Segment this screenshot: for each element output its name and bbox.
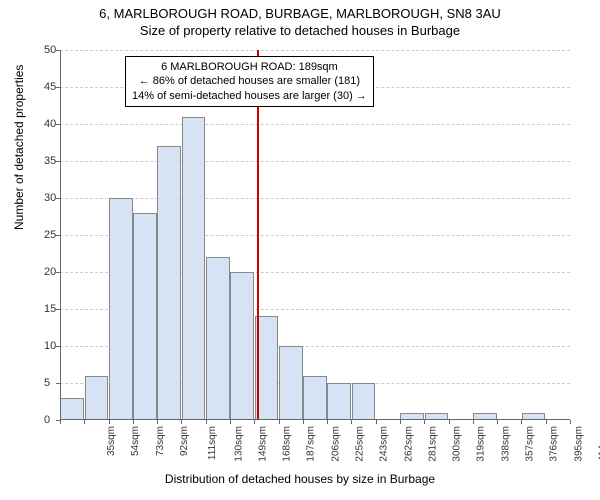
y-tick-label: 5 <box>44 377 84 389</box>
y-tick-label: 35 <box>44 155 84 167</box>
histogram-bar <box>279 346 303 420</box>
x-tick-mark <box>109 420 110 424</box>
histogram-bar <box>182 117 206 420</box>
y-tick-label: 20 <box>44 266 84 278</box>
x-tick-label: 187sqm <box>306 426 317 462</box>
histogram-bar <box>327 383 351 420</box>
histogram-bar <box>109 198 133 420</box>
y-tick-label: 25 <box>44 229 84 241</box>
grid-line <box>60 50 570 51</box>
x-tick-mark <box>424 420 425 424</box>
x-tick-mark <box>157 420 158 424</box>
x-tick-label: 243sqm <box>379 426 390 462</box>
x-tick-mark <box>254 420 255 424</box>
x-axis-label: Distribution of detached houses by size … <box>0 472 600 486</box>
histogram-bar <box>85 376 109 420</box>
histogram-bar <box>133 213 157 420</box>
x-tick-mark <box>497 420 498 424</box>
x-tick-mark <box>206 420 207 424</box>
x-tick-label: 92sqm <box>179 426 190 456</box>
x-tick-label: 376sqm <box>549 426 560 462</box>
annotation-line1: 6 MARLBOROUGH ROAD: 189sqm <box>132 60 367 74</box>
x-tick-mark <box>84 420 85 424</box>
y-axis-label: Number of detached properties <box>12 65 26 230</box>
x-tick-label: 281sqm <box>427 426 438 462</box>
x-tick-mark <box>473 420 474 424</box>
x-tick-label: 357sqm <box>525 426 536 462</box>
x-tick-label: 54sqm <box>130 426 141 456</box>
histogram-bar <box>206 257 230 420</box>
x-tick-label: 111sqm <box>207 426 218 460</box>
histogram-bar <box>230 272 254 420</box>
histogram-bar <box>303 376 327 420</box>
x-tick-mark <box>400 420 401 424</box>
y-tick-label: 10 <box>44 340 84 352</box>
x-tick-mark <box>449 420 450 424</box>
grid-line <box>60 124 570 125</box>
x-tick-mark <box>521 420 522 424</box>
y-tick-label: 40 <box>44 118 84 130</box>
grid-line <box>60 198 570 199</box>
x-tick-label: 300sqm <box>452 426 463 462</box>
x-tick-mark <box>570 420 571 424</box>
chart-title-line1: 6, MARLBOROUGH ROAD, BURBAGE, MARLBOROUG… <box>0 0 600 21</box>
x-tick-label: 130sqm <box>233 426 244 462</box>
x-tick-label: 338sqm <box>500 426 511 462</box>
x-tick-label: 73sqm <box>155 426 166 456</box>
x-tick-label: 395sqm <box>573 426 584 462</box>
grid-line <box>60 161 570 162</box>
x-tick-label: 206sqm <box>330 426 341 462</box>
annotation-box: 6 MARLBOROUGH ROAD: 189sqm ← 86% of deta… <box>125 56 374 107</box>
histogram-bar <box>157 146 181 420</box>
x-tick-mark <box>376 420 377 424</box>
x-tick-mark <box>327 420 328 424</box>
x-tick-mark <box>181 420 182 424</box>
x-tick-mark <box>303 420 304 424</box>
x-tick-label: 168sqm <box>282 426 293 462</box>
x-tick-mark <box>230 420 231 424</box>
y-tick-label: 0 <box>44 414 84 426</box>
x-tick-mark <box>279 420 280 424</box>
x-tick-label: 35sqm <box>106 426 117 456</box>
x-tick-mark <box>546 420 547 424</box>
y-tick-label: 30 <box>44 192 84 204</box>
chart-title-line2: Size of property relative to detached ho… <box>0 21 600 38</box>
histogram-bar <box>352 383 376 420</box>
annotation-line2: ← 86% of detached houses are smaller (18… <box>132 74 367 88</box>
x-tick-label: 225sqm <box>355 426 366 462</box>
y-tick-label: 50 <box>44 44 84 56</box>
annotation-line3: 14% of semi-detached houses are larger (… <box>132 89 367 103</box>
y-tick-label: 45 <box>44 81 84 93</box>
x-axis <box>60 419 570 420</box>
x-tick-label: 262sqm <box>403 426 414 462</box>
x-tick-mark <box>133 420 134 424</box>
x-tick-mark <box>351 420 352 424</box>
x-tick-label: 319sqm <box>476 426 487 462</box>
x-tick-label: 149sqm <box>257 426 268 462</box>
y-tick-label: 15 <box>44 303 84 315</box>
